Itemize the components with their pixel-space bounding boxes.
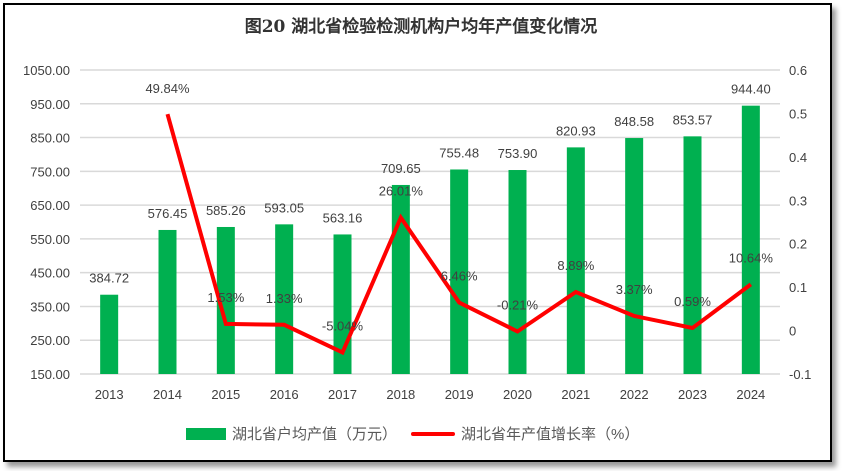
x-tick-label: 2022: [620, 387, 649, 402]
right-tick-label: 0.1: [789, 280, 807, 295]
bar: [741, 105, 760, 374]
bar: [566, 147, 585, 374]
bar-data-label: 585.26: [206, 203, 246, 218]
bar-data-label: 848.58: [614, 114, 654, 129]
right-tick-label: 0.2: [789, 237, 807, 252]
right-tick-label: 0.6: [789, 63, 807, 78]
legend-bar-swatch: [186, 427, 226, 440]
bar-data-label: 853.57: [673, 112, 713, 127]
bar: [450, 169, 469, 374]
bar: [158, 229, 177, 374]
right-tick-label: -0.1: [789, 367, 811, 382]
x-tick-label: 2019: [445, 387, 474, 402]
bar-data-label: 576.45: [148, 206, 188, 221]
bar: [100, 294, 119, 374]
line-data-label: 26.01%: [379, 184, 424, 199]
left-tick-label: 250.00: [30, 333, 70, 348]
line-data-label: 8.89%: [557, 258, 594, 273]
x-tick-label: 2020: [503, 387, 532, 402]
x-tick-label: 2016: [270, 387, 299, 402]
left-tick-label: 1050.00: [23, 63, 70, 78]
right-tick-label: 0.3: [789, 193, 807, 208]
bar-data-label: 755.48: [439, 145, 479, 160]
legend-line-swatch: [411, 431, 456, 436]
x-tick-label: 2024: [736, 387, 765, 402]
left-tick-label: 550.00: [30, 232, 70, 247]
line-data-label: 6.46%: [441, 269, 478, 284]
bar-data-label: 944.40: [731, 82, 771, 97]
bar-data-label: 820.93: [556, 123, 596, 138]
left-tick-label: 750.00: [30, 164, 70, 179]
line-data-label: -5.04%: [322, 318, 364, 333]
left-tick-label: 450.00: [30, 266, 70, 281]
right-tick-label: 0.4: [789, 150, 807, 165]
bar: [391, 184, 410, 374]
line-data-label: 3.37%: [616, 282, 653, 297]
left-tick-label: 950.00: [30, 97, 70, 112]
x-tick-label: 2018: [386, 387, 415, 402]
bar: [625, 138, 644, 374]
right-tick-label: 0.5: [789, 106, 807, 121]
x-tick-label: 2017: [328, 387, 357, 402]
bar: [683, 136, 702, 374]
line-data-label: -0.21%: [497, 297, 539, 312]
line-data-label: 10.64%: [729, 250, 774, 265]
bar: [508, 170, 527, 374]
legend-bar-label: 湖北省户均产值（万元）: [232, 426, 398, 443]
x-tick-label: 2023: [678, 387, 707, 402]
bar-data-label: 384.72: [89, 271, 129, 286]
legend: 湖北省户均产值（万元） 湖北省年产值增长率（%）: [186, 423, 639, 444]
bar-data-label: 563.16: [323, 210, 363, 225]
growth-line: [165, 113, 753, 356]
left-tick-label: 850.00: [30, 131, 70, 146]
bar-data-label: 709.65: [381, 161, 421, 176]
x-tick-label: 2013: [95, 387, 124, 402]
legend-line-label: 湖北省年产值增长率（%）: [461, 426, 640, 443]
right-tick-label: 0: [789, 324, 796, 339]
bar: [275, 224, 294, 374]
line-data-label: 1.33%: [266, 291, 303, 306]
line-data-label: 49.84%: [145, 81, 190, 96]
x-tick-label: 2014: [153, 387, 182, 402]
chart-title: 图20 湖北省检验检测机构户均年产值变化情况: [244, 17, 598, 37]
line-data-label: 1.53%: [207, 290, 244, 305]
bar-data-label: 593.05: [264, 200, 304, 215]
line-data-label: 0.59%: [674, 294, 711, 309]
bar: [216, 226, 235, 374]
x-tick-label: 2021: [561, 387, 590, 402]
left-tick-label: 150.00: [30, 367, 70, 382]
x-tick-label: 2015: [211, 387, 240, 402]
left-tick-label: 650.00: [30, 198, 70, 213]
left-tick-label: 350.00: [30, 299, 70, 314]
bar-data-label: 753.90: [498, 146, 538, 161]
